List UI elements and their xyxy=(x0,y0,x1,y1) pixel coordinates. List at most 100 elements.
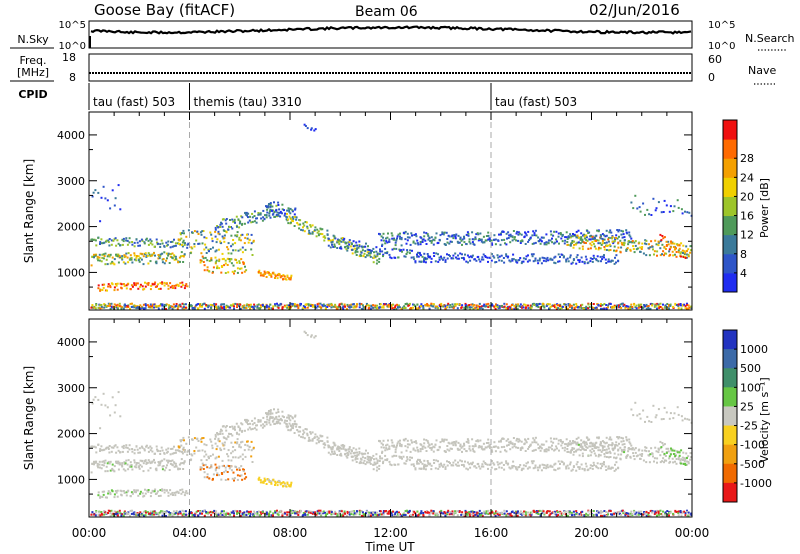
velocity-echo xyxy=(138,447,141,450)
velocity-echo xyxy=(224,469,227,472)
power-echo xyxy=(660,211,663,214)
power-echo xyxy=(549,239,552,242)
velocity-echo xyxy=(525,462,528,465)
power-echo xyxy=(569,236,572,239)
power-echo xyxy=(683,253,686,255)
power-echo xyxy=(500,254,503,257)
power-echo xyxy=(609,229,612,232)
power-echo xyxy=(131,261,134,264)
power-echo xyxy=(510,307,513,310)
velocity-echo xyxy=(358,447,361,450)
velocity-echo xyxy=(273,408,275,411)
power-echo xyxy=(151,306,154,309)
velocity-echo xyxy=(171,491,174,494)
velocity-echo xyxy=(234,441,237,444)
power-echo xyxy=(302,222,305,225)
power-echo xyxy=(292,220,294,223)
power-echo xyxy=(111,189,114,192)
power-echo xyxy=(440,302,443,305)
velocity-echo xyxy=(517,438,520,441)
velocity-echo xyxy=(659,447,662,450)
power-echo xyxy=(663,245,666,248)
power-echo xyxy=(390,257,393,260)
power-echo xyxy=(645,239,648,242)
velocity-echo xyxy=(107,492,110,495)
power-echo xyxy=(569,244,572,247)
power-echo xyxy=(334,305,337,308)
power-echo xyxy=(119,282,122,285)
power-echo xyxy=(575,230,578,233)
velocity-echo xyxy=(414,468,417,471)
power-echo xyxy=(143,287,146,290)
power-echo xyxy=(532,253,535,256)
velocity-echo xyxy=(512,465,515,468)
power-echo xyxy=(280,275,283,278)
power-echo xyxy=(326,233,329,236)
velocity-echo xyxy=(400,445,403,448)
velocity-echo xyxy=(686,460,689,463)
velocity-echo xyxy=(386,459,388,462)
power-echo xyxy=(523,303,526,306)
velocity-echo xyxy=(104,459,107,462)
power-echo xyxy=(597,239,600,242)
power-echo xyxy=(340,237,343,240)
power-echo xyxy=(193,230,196,233)
power-echo xyxy=(120,287,123,290)
power-echo xyxy=(174,255,177,258)
power-echo xyxy=(158,304,161,307)
power-echo xyxy=(572,246,575,249)
power-echo xyxy=(185,235,188,238)
power-echo xyxy=(373,254,376,257)
power-echo xyxy=(410,232,413,235)
power-echo xyxy=(163,251,166,254)
power-echo xyxy=(165,241,168,244)
velocity-echo xyxy=(287,511,290,514)
velocity-echo xyxy=(151,450,154,453)
power-echo xyxy=(234,242,237,245)
velocity-echo xyxy=(139,451,141,454)
velocity-echo xyxy=(675,458,678,460)
velocity-echo xyxy=(117,462,119,465)
velocity-echo xyxy=(197,440,200,442)
velocity-echo xyxy=(306,434,309,437)
velocity-echo xyxy=(149,449,152,452)
power-echo xyxy=(605,262,608,264)
power-echo xyxy=(567,243,570,246)
velocity-echo xyxy=(337,512,340,515)
velocity-echo xyxy=(101,463,104,466)
velocity-echo xyxy=(143,514,145,517)
power-echo xyxy=(477,233,480,236)
power-echo xyxy=(371,306,374,309)
power-echo xyxy=(94,189,97,192)
power-echo xyxy=(555,230,558,233)
velocity-echo xyxy=(116,446,119,449)
velocity-echo xyxy=(472,445,475,448)
power-echo xyxy=(159,246,162,248)
power-echo xyxy=(583,262,586,265)
velocity-echo xyxy=(160,510,162,513)
power-echo xyxy=(557,232,560,235)
power-echo xyxy=(406,236,409,239)
power-echo xyxy=(613,304,616,307)
power-echo xyxy=(133,252,136,255)
velocity-echo xyxy=(233,512,235,515)
power-echo xyxy=(109,305,112,307)
power-echo xyxy=(126,239,129,242)
power-echo xyxy=(329,246,332,249)
power-echo xyxy=(146,304,149,307)
velocity-echo xyxy=(309,439,312,442)
velocity-echo xyxy=(243,429,246,432)
velocity-echo xyxy=(375,453,378,456)
velocity-echo xyxy=(211,447,214,450)
velocity-echo xyxy=(133,459,136,462)
velocity-echo xyxy=(182,436,185,439)
power-echo xyxy=(527,307,530,310)
velocity-echo xyxy=(554,469,557,472)
power-echo xyxy=(683,303,686,306)
velocity-echo xyxy=(137,514,140,516)
power-echo xyxy=(173,258,176,261)
power-echo xyxy=(569,254,572,257)
power-echo xyxy=(423,256,426,259)
power-echo xyxy=(246,237,249,240)
power-echo xyxy=(361,304,364,307)
